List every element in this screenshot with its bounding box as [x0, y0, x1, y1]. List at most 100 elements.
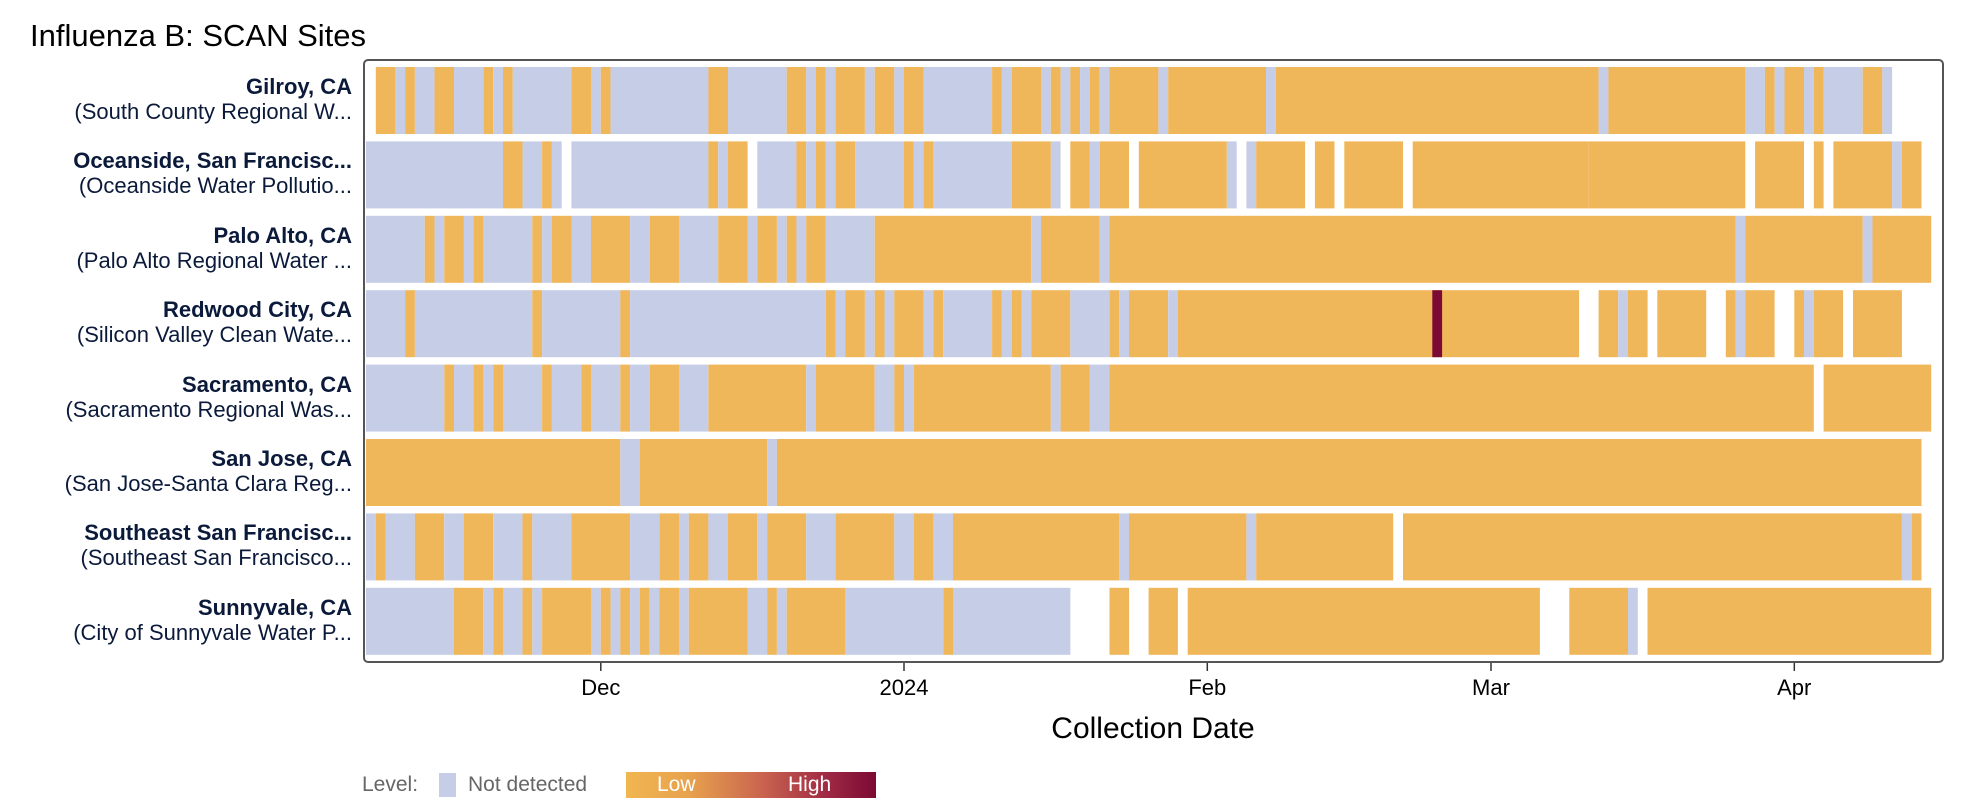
- heat-cell-not-detected: [444, 513, 464, 581]
- heat-cell-not-detected: [904, 364, 914, 432]
- heat-cell-not-detected: [1628, 587, 1638, 655]
- heat-cell-low: [894, 290, 924, 358]
- heat-cell-low: [767, 587, 777, 655]
- heat-cell-low: [483, 67, 494, 134]
- heat-cell-low: [728, 513, 758, 581]
- site-label: Palo Alto, CA (Palo Alto Regional Water .…: [0, 223, 352, 273]
- heat-cell-not-detected: [454, 364, 474, 432]
- legend-high-label: High: [788, 773, 832, 796]
- heat-cell-not-detected: [1823, 67, 1863, 134]
- heat-cell-low: [1823, 364, 1932, 432]
- heat-cell-low: [874, 215, 1032, 283]
- heat-cell-not-detected: [1735, 215, 1746, 283]
- heat-cell-low: [1011, 141, 1051, 209]
- plant-name: (Silicon Valley Clean Wate...: [76, 322, 352, 348]
- heat-cell-not-detected: [1246, 141, 1257, 209]
- heat-cell-low: [913, 364, 1051, 432]
- heat-cell-low: [1872, 215, 1932, 283]
- heat-cell-low: [904, 141, 914, 209]
- plant-name: (South County Regional W...: [74, 99, 352, 124]
- heat-cell-not-detected: [532, 513, 572, 581]
- heat-cell-not-detected: [1735, 290, 1746, 358]
- heat-cell-low: [463, 513, 494, 581]
- heat-cell-low: [659, 513, 680, 581]
- heat-cell-not-detected: [571, 141, 709, 209]
- heat-cell-not-detected: [1050, 141, 1061, 209]
- heat-cell-low: [1412, 141, 1589, 209]
- heat-cell-low: [1901, 141, 1922, 209]
- heat-cell-not-detected: [825, 215, 875, 283]
- heat-cell-low: [591, 215, 631, 283]
- heat-cell-not-detected: [366, 587, 454, 655]
- heat-cell-low: [845, 290, 865, 358]
- heat-cell-low: [600, 587, 611, 655]
- heat-cell-not-detected: [1089, 141, 1100, 209]
- heat-cell-low: [1178, 290, 1580, 358]
- heat-cell-not-detected: [874, 364, 895, 432]
- site-label: Sunnyvale, CA (City of Sunnyvale Water P.…: [0, 595, 352, 645]
- heat-cell-low: [1657, 290, 1707, 358]
- heat-cell-not-detected: [366, 290, 406, 358]
- heat-cell-not-detected: [1070, 290, 1110, 358]
- heat-cell-low: [542, 587, 591, 655]
- heat-cell-not-detected: [463, 215, 474, 283]
- heat-cell-not-detected: [610, 67, 709, 134]
- heat-cell-low: [1647, 587, 1932, 655]
- heat-cell-not-detected: [542, 290, 621, 358]
- site-label: San Jose, CA (San Jose-Santa Clara Reg...: [0, 446, 352, 496]
- heat-cell-not-detected: [1804, 67, 1814, 134]
- plant-name: (Oceanside Water Pollutio...: [78, 173, 352, 199]
- heat-cell-low: [414, 513, 445, 581]
- heat-cell-low: [1833, 141, 1893, 209]
- heat-cell-low: [1060, 364, 1090, 432]
- heat-cell-low: [639, 587, 650, 655]
- site-label: Gilroy, CA (South County Regional W...: [0, 74, 352, 124]
- heat-cell-not-detected: [591, 67, 601, 134]
- heat-cell-not-detected: [434, 215, 445, 283]
- heat-cell-low: [1011, 67, 1041, 134]
- heat-cell-high: [1432, 290, 1443, 358]
- heat-cell-not-detected: [776, 215, 787, 283]
- heat-cell-not-detected: [366, 215, 425, 283]
- heat-cell-low: [894, 364, 905, 432]
- heat-cell-not-detected: [591, 364, 621, 432]
- heat-cell-not-detected: [532, 587, 543, 655]
- heat-cell-low: [835, 141, 856, 209]
- heat-cell-low: [551, 215, 572, 283]
- heat-cell-low: [1755, 141, 1804, 209]
- heat-cell-not-detected: [542, 215, 552, 283]
- heat-cell-low: [1813, 67, 1824, 134]
- heat-cell-low: [953, 513, 1120, 581]
- heat-cell-low: [1109, 587, 1130, 655]
- heat-cell-not-detected: [1021, 290, 1032, 358]
- heat-cell-low: [708, 67, 728, 134]
- heat-cell-not-detected: [1119, 513, 1130, 581]
- heat-cell-low: [493, 587, 503, 655]
- heat-cell-not-detected: [943, 290, 993, 358]
- site-name: Sunnyvale, CA: [197, 594, 352, 620]
- heat-cell-low: [522, 513, 533, 581]
- heat-cell-not-detected: [649, 587, 660, 655]
- heat-cell-not-detected: [366, 513, 376, 581]
- plant-name: (Southeast San Francisco...: [80, 545, 352, 571]
- heat-cell-low: [444, 364, 455, 432]
- heat-cell-not-detected: [913, 141, 924, 209]
- heat-cell-low: [620, 364, 631, 432]
- heat-cell-not-detected: [551, 141, 562, 209]
- heat-cell-not-detected: [1804, 290, 1814, 358]
- heat-cell-not-detected: [953, 587, 1071, 655]
- x-axis-title: Collection Date: [1051, 712, 1255, 745]
- heat-cell-not-detected: [679, 513, 689, 581]
- x-tick-label: Mar: [1472, 675, 1510, 700]
- site-name: San Jose, CA: [211, 446, 352, 471]
- heat-cell-low: [757, 215, 777, 283]
- heat-cell-low: [1794, 290, 1805, 358]
- heat-cell-not-detected: [630, 364, 650, 432]
- heat-cell-low: [532, 290, 543, 358]
- heat-cell-not-detected: [1001, 67, 1012, 134]
- heat-cell-not-detected: [483, 587, 494, 655]
- heat-cell-not-detected: [1001, 290, 1012, 358]
- heat-cell-low: [1129, 290, 1169, 358]
- site-label: Sacramento, CA (Sacramento Regional Was..…: [0, 372, 352, 422]
